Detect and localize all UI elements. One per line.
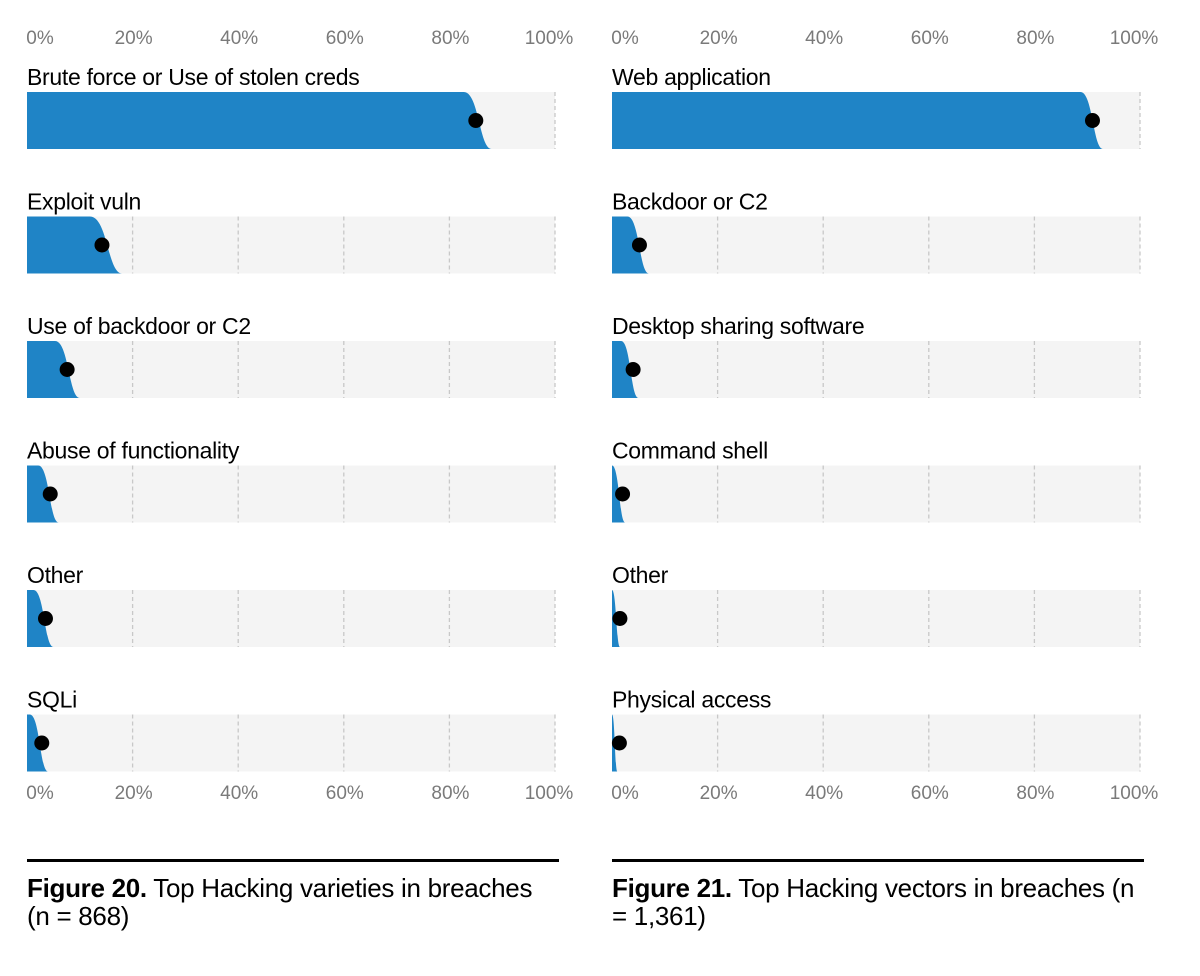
vectors-bottom-tick-label: 20% [700,783,738,804]
varieties-point-estimate [94,237,110,253]
vectors-top-tick-label: 80% [1016,28,1054,49]
varieties-track [27,714,555,772]
vectors-bottom-tick-label: 80% [1016,783,1054,804]
vectors-top-tick-label: 40% [805,28,843,49]
vectors-category-label: Desktop sharing software [612,313,864,339]
figure-20-label: Figure 20. [27,873,147,903]
varieties-track [27,216,555,274]
vectors-chart: Web application Backdoor or C2 Desktop sha… [611,28,1158,804]
vectors-bar [612,341,639,398]
figure-20-caption-text: Top Hacking varieties in breaches (n = 8… [27,873,533,931]
vectors-point-estimate [1084,113,1100,128]
varieties-top-tick-label: 60% [326,28,364,49]
varieties-track [27,341,555,398]
vectors-point-estimate [612,611,628,626]
vectors-top-tick-label: 20% [700,28,738,49]
varieties-point-estimate [42,486,58,502]
varieties-point-estimate [468,113,484,128]
varieties-point-estimate [34,735,50,751]
varieties-bar [27,92,492,149]
varieties-bottom-tick-label: 60% [326,783,364,804]
vectors-track [612,465,1140,523]
vectors-bottom-tick-label: 0% [611,783,639,804]
vectors-track [612,590,1140,647]
varieties-category-label: Exploit vuln [27,189,141,215]
varieties-category-label: Abuse of functionality [27,438,240,464]
vectors-category-label: Backdoor or C2 [612,189,768,215]
vectors-category-label: Physical access [612,687,771,713]
varieties-bottom-tick-label: 100% [525,783,574,804]
vectors-point-estimate [625,362,641,377]
varieties-bar [27,341,80,398]
varieties-track [27,590,555,647]
vectors-bar [612,216,649,274]
vectors-category-label: Command shell [612,438,768,464]
varieties-category-label: Other [27,562,84,588]
figure-20-caption: Figure 20. Top Hacking varieties in brea… [27,859,559,930]
varieties-category-label: Brute force or Use of stolen creds [27,64,359,90]
vectors-track [612,216,1140,274]
varieties-point-estimate [37,611,53,626]
vectors-point-estimate [615,486,631,502]
vectors-top-tick-label: 60% [911,28,949,49]
varieties-top-tick-label: 40% [220,28,258,49]
vectors-bottom-tick-label: 60% [911,783,949,804]
varieties-point-estimate [59,362,75,377]
vectors-bottom-tick-label: 40% [805,783,843,804]
vectors-bar [612,92,1104,149]
vectors-track [612,714,1140,772]
varieties-top-tick-label: 100% [525,28,574,49]
vectors-top-tick-label: 100% [1110,28,1159,49]
figure-21-caption: Figure 21. Top Hacking vectors in breach… [612,859,1144,930]
varieties-top-tick-label: 20% [115,28,153,49]
vectors-point-estimate [631,237,647,253]
varieties-bottom-tick-label: 40% [220,783,258,804]
varieties-category-label: SQLi [27,687,77,713]
varieties-top-tick-label: 0% [26,28,54,49]
varieties-bottom-tick-label: 0% [26,783,54,804]
varieties-bottom-tick-label: 80% [431,783,469,804]
varieties-track [27,465,555,523]
varieties-bar [27,216,123,274]
varieties-bottom-tick-label: 20% [115,783,153,804]
varieties-top-tick-label: 80% [431,28,469,49]
vectors-category-label: Web application [612,64,771,90]
varieties-category-label: Use of backdoor or C2 [27,313,251,339]
vectors-bottom-tick-label: 100% [1110,783,1159,804]
figure-21-caption-text: Top Hacking vectors in breaches (n = 1,3… [612,873,1135,931]
figure-21-label: Figure 21. [612,873,732,903]
vectors-track [612,341,1140,398]
vectors-top-tick-label: 0% [611,28,639,49]
vectors-point-estimate [611,735,627,751]
vectors-category-label: Other [612,562,669,588]
varieties-chart: Brute force or Use of stolen creds Exploi… [26,28,573,804]
